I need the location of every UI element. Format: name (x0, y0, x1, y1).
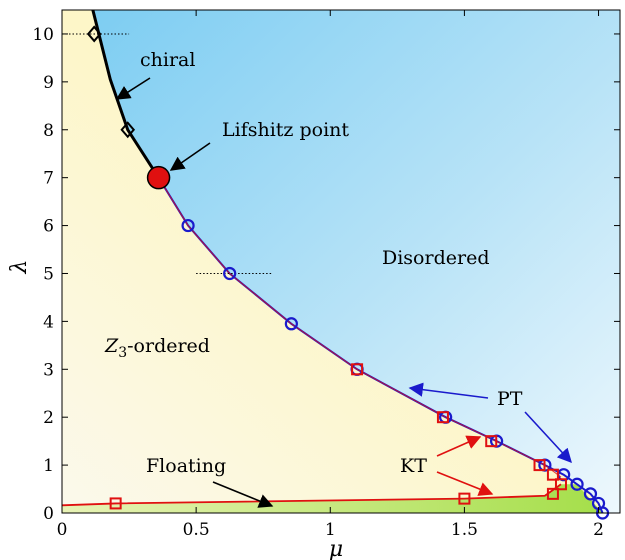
square-marker (485, 435, 498, 448)
x-tick-label: 0 (57, 520, 68, 540)
y-tick-label: 5 (43, 264, 54, 284)
square-marker (546, 487, 559, 500)
plot-frame (61, 9, 621, 514)
pt-arrow-1 (408, 382, 489, 399)
y-tick-label: 9 (43, 73, 54, 93)
chiral-line (91, 9, 160, 179)
y-axis-label: λ (7, 260, 32, 275)
lifshitz-point-marker (146, 165, 171, 190)
pt-arrow-2 (524, 411, 572, 464)
y-tick-label: 10 (32, 25, 54, 45)
y-tick-label: 1 (43, 456, 54, 476)
kt-label: KT (400, 455, 427, 477)
x-tick-label: 1 (325, 520, 336, 540)
kt-arrow-1 (436, 435, 482, 457)
square-marker (533, 459, 546, 472)
y-tick-label: 7 (43, 169, 54, 189)
pt-label: PT (497, 388, 523, 410)
annotation-arrows (115, 77, 572, 508)
circle-marker (583, 487, 598, 501)
annotation-labels: chiral Lifshitz point Disordered PT KT Floati… (104, 49, 523, 477)
x-tick-label: 1.5 (451, 520, 478, 540)
y-tick-label: 3 (43, 360, 54, 380)
floating-region (62, 484, 603, 513)
kt-arrow-2 (436, 471, 494, 496)
floating-label: Floating (146, 455, 226, 477)
floating-arrow (212, 481, 274, 508)
circle-marker (181, 218, 195, 233)
lifshitz-arrow (169, 142, 211, 171)
square-marker (546, 468, 559, 481)
x-tick-label: 2 (593, 520, 604, 540)
ordered-label: Z3-ordered (104, 335, 210, 361)
axes: 0 0.5 1 1.5 2 0 1 2 3 4 5 6 7 8 9 10 μ λ (7, 9, 621, 560)
square-marker (554, 478, 567, 491)
square-marker (458, 492, 471, 505)
x-axis-label: μ (329, 537, 343, 560)
square-marker (109, 497, 122, 510)
kt-upper-line (158, 177, 562, 478)
phase-regions (62, 10, 621, 513)
data-markers (86, 25, 610, 520)
circle-marker (223, 266, 237, 281)
circle-marker (284, 317, 298, 331)
square-marker (436, 411, 449, 424)
y-tick-label: 0 (43, 504, 54, 524)
kt-line (61, 483, 562, 507)
y-tick-label: 2 (43, 408, 54, 428)
disordered-label: Disordered (382, 247, 489, 269)
disordered-region (92, 10, 621, 513)
chiral-label: chiral (140, 49, 195, 71)
lifshitz-label: Lifshitz point (222, 119, 349, 141)
y-tick-label: 6 (43, 217, 54, 237)
x-tick-label: 0.5 (183, 520, 210, 540)
y-tick-label: 8 (43, 121, 54, 141)
diamond-marker (120, 121, 136, 139)
diamond-marker (86, 25, 102, 43)
chiral-arrow (115, 77, 151, 100)
y-tick-label: 4 (43, 312, 54, 332)
circle-marker (570, 477, 584, 491)
square-marker (351, 363, 364, 376)
